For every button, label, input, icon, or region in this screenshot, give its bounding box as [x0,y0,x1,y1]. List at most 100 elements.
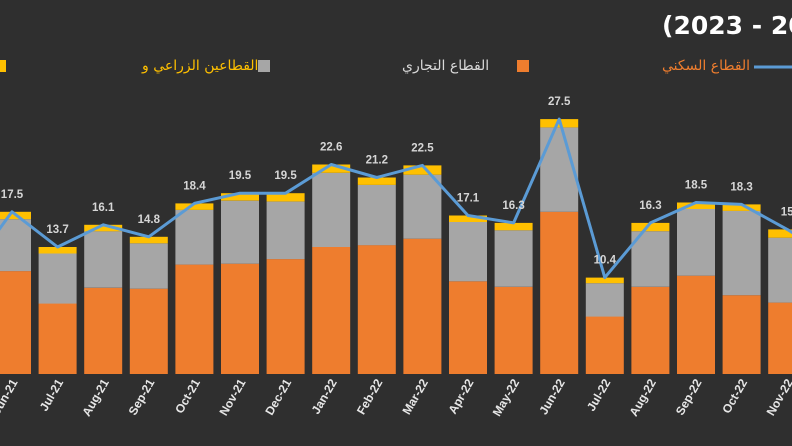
bar-commercial-aug-21 [84,231,123,288]
bar-commercial-jul-21 [38,253,77,304]
value-label-oct-21: 18.4 [183,180,206,192]
bar-residential-sep-22 [677,275,715,374]
bar-commercial-oct-22 [722,210,761,296]
bar-commercial-nov-21 [221,200,259,264]
bar-agricultural-mar-22 [403,165,442,175]
chart-title: قيمة الصفقات العقارية الشهرية خلال (2021… [662,11,792,41]
bar-agricultural-sep-21 [129,236,168,244]
value-label-mar-22: 22.5 [411,142,434,154]
value-label-sep-21: 14.8 [138,214,161,226]
value-label-nov-21: 19.5 [229,170,252,182]
bar-agricultural-may-22 [494,222,533,231]
bar-commercial-jan-22 [312,172,351,247]
total-line [0,117,792,280]
bar-agricultural-aug-22 [631,222,670,232]
value-label-aug-22: 16.3 [639,200,661,212]
value-label-jul-22: 10.4 [594,255,617,267]
legend-label-agricultural: القطاعين الزراعي و [141,58,258,74]
legend-swatch-residential [517,60,529,72]
value-label-apr-22: 17.1 [457,193,480,205]
bar-commercial-dec-21 [266,201,305,260]
bar-residential-jun-22 [540,211,579,374]
bar-agricultural-feb-22 [357,177,396,185]
bar-commercial-oct-21 [175,209,214,265]
value-label-feb-22: 21.2 [366,155,388,167]
bar-agricultural-apr-22 [449,215,487,222]
legend: القطاع السكني القطاع التجاري القطاعين ال… [0,58,792,74]
tick-label-jul-22: Jul-22 [584,376,614,413]
tick-label-oct-22: Oct-22 [719,376,750,416]
bar-residential-mar-22 [403,238,442,374]
bar-agricultural-jul-22 [585,277,624,284]
tick-label-sep-21: Sep-21 [126,376,158,417]
bar-agricultural-sep-22 [677,202,715,209]
bars [0,119,792,374]
tick-label-jun-22: Jun-22 [536,376,568,417]
bar-commercial-feb-22 [357,184,396,246]
value-label-nov-22: 15 [781,206,792,218]
bar-agricultural-oct-22 [722,204,761,211]
tick-label-aug-22: Aug-22 [627,376,660,419]
bar-commercial-sep-21 [129,243,168,289]
bar-residential-nov-21 [221,263,259,374]
value-label-aug-21: 16.1 [92,202,115,214]
value-label-oct-22: 18.3 [730,181,752,193]
tick-label-jan-22: Jan-22 [309,376,340,416]
legend-swatch-agricultural [0,60,6,72]
bar-agricultural-aug-21 [84,224,123,232]
value-label-sep-22: 18.5 [685,180,708,192]
bar-commercial-nov-22 [768,237,792,303]
bar-agricultural-jul-21 [38,247,77,254]
bar-commercial-may-22 [494,230,533,287]
bar-residential-oct-21 [175,264,214,374]
bar-commercial-aug-22 [631,231,670,287]
bar-residential-jan-22 [312,247,351,374]
bar-commercial-jun-22 [540,127,579,212]
tick-label-mar-22: Mar-22 [400,376,432,417]
bar-commercial-jun-21 [0,219,31,272]
bar-residential-dec-21 [266,259,305,374]
bar-residential-may-22 [494,286,533,374]
tick-label-dec-21: Dec-21 [262,376,294,417]
tick-label-nov-21: Nov-21 [216,376,248,418]
bar-agricultural-oct-21 [175,203,214,210]
bar-residential-sep-21 [129,288,168,374]
bar-residential-nov-22 [768,302,792,374]
tick-label-feb-22: Feb-22 [354,376,386,417]
value-label-jun-21: 17.5 [1,189,24,201]
tick-label-sep-22: Sep-22 [673,376,705,417]
legend-label-residential: القطاع السكني [662,58,750,74]
bar-residential-jul-22 [585,316,624,374]
value-label-dec-21: 19.5 [274,170,297,182]
legend-swatch-commercial [258,60,270,72]
bar-residential-feb-22 [357,245,396,374]
tick-label-jul-21: Jul-21 [37,376,67,413]
bar-residential-jun-21 [0,271,31,374]
value-label-jul-21: 13.7 [46,224,68,236]
x-axis-tick-labels: Jun-21 Jul-21 Aug-21 Sep-21 Oct-21 Nov-21 Dec-… [0,376,792,419]
bar-commercial-apr-22 [449,222,487,282]
bar-residential-apr-22 [449,281,487,374]
tick-label-may-22: May-22 [490,376,523,419]
bar-residential-aug-22 [631,286,670,374]
bar-agricultural-jan-22 [312,164,351,173]
value-labels: 17.5 13.7 16.1 14.8 18.4 19.5 19.5 22.6 21.2 22.5… [1,96,792,267]
legend-label-commercial: القطاع التجاري [402,58,489,74]
bar-agricultural-dec-21 [266,193,305,202]
bar-commercial-jul-22 [585,283,624,317]
bar-residential-jul-21 [38,303,77,374]
value-label-jun-22: 27.5 [548,96,571,108]
tick-label-nov-22: Nov-22 [764,376,792,418]
tick-label-aug-21: Aug-21 [79,376,112,419]
bar-agricultural-nov-22 [768,229,792,238]
bar-residential-oct-22 [722,295,761,374]
value-label-jan-22: 22.6 [320,142,342,154]
bar-residential-aug-21 [84,287,123,374]
tick-label-jun-21: Jun-21 [0,376,21,417]
bar-agricultural-nov-21 [221,193,259,201]
bar-commercial-mar-22 [403,174,442,239]
bar-commercial-sep-22 [677,209,715,276]
value-label-may-22: 16.3 [502,200,524,212]
